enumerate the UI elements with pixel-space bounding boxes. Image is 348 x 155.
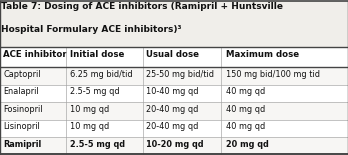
Text: Usual dose: Usual dose (146, 50, 199, 59)
Text: 10 mg qd: 10 mg qd (70, 122, 109, 131)
Text: 150 mg bid/100 mg tid: 150 mg bid/100 mg tid (226, 70, 320, 79)
Text: Captopril: Captopril (3, 70, 41, 79)
Text: 10 mg qd: 10 mg qd (70, 105, 109, 114)
Text: 10-40 mg qd: 10-40 mg qd (146, 87, 199, 96)
Text: 20 mg qd: 20 mg qd (226, 140, 269, 149)
Bar (0, 47, 348, 67)
Text: Fosinopril: Fosinopril (3, 105, 43, 114)
Text: Table 7: Dosing of ACE inhibitors (Ramipril + Huntsville: Table 7: Dosing of ACE inhibitors (Ramip… (1, 2, 283, 11)
Bar (0, 120, 348, 137)
Text: 40 mg qd: 40 mg qd (226, 122, 266, 131)
Text: 25-50 mg bid/tid: 25-50 mg bid/tid (146, 70, 214, 79)
Text: Initial dose: Initial dose (70, 50, 124, 59)
Text: 40 mg qd: 40 mg qd (226, 105, 266, 114)
Bar (0, 137, 348, 154)
Bar (0, 1, 348, 47)
Text: 20-40 mg qd: 20-40 mg qd (146, 122, 199, 131)
Text: Enalapril: Enalapril (3, 87, 39, 96)
Bar (0, 67, 348, 85)
Text: ACE inhibitor: ACE inhibitor (3, 50, 67, 59)
Text: 2.5-5 mg qd: 2.5-5 mg qd (70, 87, 119, 96)
Bar (0, 85, 348, 102)
Text: Lisinopril: Lisinopril (3, 122, 40, 131)
Bar (0, 102, 348, 120)
Text: 40 mg qd: 40 mg qd (226, 87, 266, 96)
Text: Hospital Formulary ACE inhibitors)³: Hospital Formulary ACE inhibitors)³ (1, 25, 182, 34)
Text: 2.5-5 mg qd: 2.5-5 mg qd (70, 140, 125, 149)
Text: Maximum dose: Maximum dose (226, 50, 299, 59)
Text: 6.25 mg bid/tid: 6.25 mg bid/tid (70, 70, 132, 79)
Text: 10-20 mg qd: 10-20 mg qd (146, 140, 204, 149)
Text: 20-40 mg qd: 20-40 mg qd (146, 105, 199, 114)
Text: Ramipril: Ramipril (3, 140, 41, 149)
